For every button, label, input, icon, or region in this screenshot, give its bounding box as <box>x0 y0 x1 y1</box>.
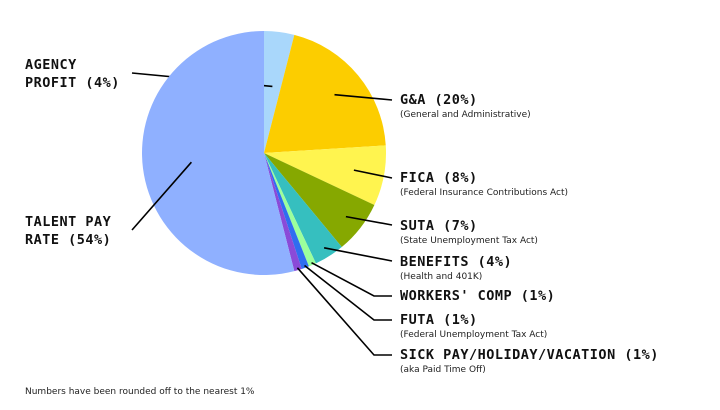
leader-line-sick-pay-holiday-vacation <box>296 267 392 356</box>
pie-slice-talent-pay-rate <box>142 31 295 275</box>
slice-label-talent-pay-rate: TALENT PAY RATE (54%) <box>25 213 111 249</box>
slice-label-sick-pay-holiday-vacation: SICK PAY/HOLIDAY/VACATION (1%) (aka Paid … <box>400 346 659 376</box>
slice-label-text: AGENCY PROFIT (4%) <box>25 57 120 91</box>
slice-label-fica: FICA (8%) (Federal Insurance Contribution… <box>400 169 568 199</box>
slice-label-subtext: (Federal Unemployment Tax Act) <box>400 330 548 340</box>
slice-label-benefits: BENEFITS (4%) (Health and 401K) <box>400 253 512 283</box>
pie-slice-suta <box>264 153 375 247</box>
leader-line-g-a <box>334 93 393 101</box>
pie-slice-workers-comp <box>264 153 316 267</box>
slice-label-text: SICK PAY/HOLIDAY/VACATION (1%) <box>400 347 659 363</box>
slice-label-workers-comp: WORKERS' COMP (1%) <box>400 287 555 305</box>
leader-line-futa <box>304 264 392 321</box>
slice-label-subtext: (Federal Insurance Contributions Act) <box>400 188 568 198</box>
slice-label-subtext: (Health and 401K) <box>400 272 483 282</box>
slice-label-suta: SUTA (7%) (State Unemployment Tax Act) <box>400 217 538 247</box>
slice-label-agency-profit: AGENCY PROFIT (4%) <box>25 56 120 92</box>
pie-slice-fica <box>264 145 387 205</box>
leader-line-workers-comp <box>311 261 392 297</box>
slice-label-g-a: G&A (20%) (General and Administrative) <box>400 91 531 121</box>
slice-label-text: SUTA (7%) <box>400 218 478 234</box>
leader-line-talent-pay-rate <box>131 161 193 231</box>
leader-line-benefits <box>323 247 393 262</box>
slice-label-subtext: (General and Administrative) <box>400 110 531 120</box>
pie-slice-g-a <box>264 34 386 153</box>
slice-label-text: FICA (8%) <box>400 170 478 186</box>
slice-label-text: BENEFITS (4%) <box>400 254 513 270</box>
pie-slice-futa <box>264 153 309 270</box>
slice-label-text: TALENT PAY RATE (54%) <box>25 214 112 248</box>
footnote: Numbers have been rounded off to the nea… <box>25 387 255 397</box>
slice-label-text: FUTA (1%) <box>400 312 478 328</box>
leader-line-fica <box>353 169 393 179</box>
pie-slice-benefits <box>264 153 342 264</box>
slice-label-futa: FUTA (1%) (Federal Unemployment Tax Act) <box>400 311 547 341</box>
slice-label-subtext: (aka Paid Time Off) <box>400 365 486 375</box>
slice-label-text: G&A (20%) <box>400 92 478 108</box>
pie-slice-agency-profit <box>264 31 295 153</box>
leader-line-suta <box>345 215 393 226</box>
slice-label-subtext: (State Unemployment Tax Act) <box>400 236 538 246</box>
pie-slice-sick-pay-holiday-vacation <box>264 153 302 272</box>
slice-label-text: WORKERS' COMP (1%) <box>400 288 556 304</box>
